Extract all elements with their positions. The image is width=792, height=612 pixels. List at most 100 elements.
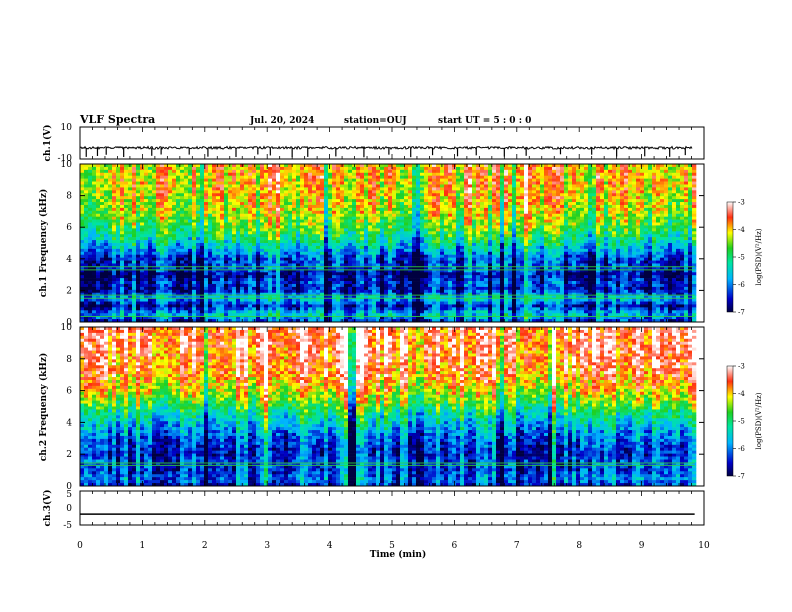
spectrogram-cell [112, 222, 117, 226]
spectrogram-cell [244, 164, 249, 168]
spectrogram-cell [316, 175, 321, 179]
spectrogram-cell [424, 275, 429, 279]
spectrogram-cell [400, 243, 405, 247]
spectrogram-cell [84, 213, 89, 217]
spectrogram-cell [80, 240, 85, 244]
spectrogram-cell [260, 292, 265, 296]
spectrogram-cell [204, 178, 209, 182]
spectrogram-cell [136, 219, 141, 223]
spectrogram-cell [124, 196, 129, 200]
spectrogram-cell [236, 254, 241, 258]
spectrogram-cell [140, 272, 145, 276]
spectrogram-cell [280, 213, 285, 217]
spectrogram-cell [104, 278, 109, 282]
spectrogram-cell [96, 234, 101, 238]
spectrogram-cell [280, 275, 285, 279]
spectrogram-cell [156, 231, 161, 235]
spectrogram-cell [232, 298, 237, 302]
spectrogram-cell [168, 313, 173, 317]
spectrogram-cell [140, 240, 145, 244]
spectrogram-cell [380, 278, 385, 282]
spectrogram-cell [112, 178, 117, 182]
spectrogram-cell [392, 199, 397, 203]
spectrogram-cell [312, 184, 317, 188]
spectrogram-cell [280, 243, 285, 247]
spectrogram-cell [336, 257, 341, 261]
spectrogram-cell [212, 210, 217, 215]
spectrogram-cell [420, 166, 425, 171]
spectrogram-cell [320, 199, 325, 203]
spectrogram-cell [136, 263, 141, 267]
spectrogram-cell [164, 199, 169, 203]
spectrogram-cell [220, 248, 225, 253]
spectrogram-cell [404, 184, 409, 188]
spectrogram-cell [324, 275, 329, 279]
spectrogram-cell [160, 278, 165, 282]
spectrogram-cell [396, 243, 401, 247]
spectrogram-cell [84, 278, 89, 282]
spectrogram-cell [96, 210, 101, 215]
spectrogram-cell [96, 248, 101, 253]
spectrogram-cell [308, 281, 313, 285]
spectrogram-cell [296, 313, 301, 317]
spectrogram-cell [224, 272, 229, 276]
spectrogram-cell [440, 190, 445, 194]
spectrogram-cell [196, 248, 201, 253]
spectrogram-cell [308, 272, 313, 276]
spectrogram-cell [240, 228, 245, 232]
spectrogram-cell [128, 204, 133, 209]
spectrogram-cell [252, 216, 257, 220]
spectrogram-cell [332, 292, 337, 296]
spectrogram-cell [332, 298, 337, 302]
spectrogram-cell [244, 196, 249, 200]
spectrogram-cell [252, 169, 257, 174]
spectrogram-cell [248, 266, 253, 270]
spectrogram-cell [268, 313, 273, 317]
spectrogram-cell [260, 210, 265, 215]
spectrogram-cell [184, 228, 189, 232]
spectrogram-cell [212, 301, 217, 305]
spectrogram-cell [432, 187, 437, 191]
spectrogram-cell [404, 187, 409, 191]
spectrogram-cell [312, 199, 317, 203]
spectrogram-cell [200, 204, 205, 209]
spectrogram-cell [284, 190, 289, 194]
spectrogram-cell [384, 269, 389, 273]
spectrogram-cell [348, 251, 353, 256]
spectrogram-cell [284, 178, 289, 182]
spectrogram-cell [188, 175, 193, 179]
spectrogram-cell [412, 204, 417, 209]
spectrogram-cell [80, 178, 85, 182]
spectrogram-cell [284, 283, 289, 288]
spectrogram-cell [112, 216, 117, 220]
spectrogram-cell [184, 196, 189, 200]
spectrogram-cell [444, 248, 449, 253]
spectrogram-cell [428, 298, 433, 302]
spectrogram-cell [280, 292, 285, 296]
spectrogram-cell [132, 196, 137, 200]
spectrogram-cell [80, 166, 85, 171]
spectrogram-cell [132, 289, 137, 294]
spectrogram-cell [228, 184, 233, 188]
spectrogram-cell [436, 219, 441, 223]
spectrogram-cell [104, 164, 109, 168]
spectrogram-cell [156, 187, 161, 191]
spectrogram-cell [380, 298, 385, 302]
spectrogram-cell [112, 187, 117, 191]
spectrogram-cell [384, 231, 389, 235]
spectrogram-cell [168, 295, 173, 299]
spectrogram-cell [96, 219, 101, 223]
spectrogram-cell [292, 263, 297, 267]
spectrogram-cell [148, 319, 153, 322]
spectrogram-cell [268, 266, 273, 270]
spectrogram-cell [436, 222, 441, 226]
spectrogram-cell [164, 319, 169, 322]
spectrogram-cell [168, 298, 173, 302]
spectrogram-cell [152, 225, 157, 229]
spectrogram-cell [288, 245, 293, 250]
spectrogram-cell [252, 304, 257, 308]
spectrogram-cell [304, 225, 309, 229]
spectrogram-cell [280, 237, 285, 241]
spectrogram-cell [440, 240, 445, 244]
spectrogram-cell [96, 304, 101, 308]
